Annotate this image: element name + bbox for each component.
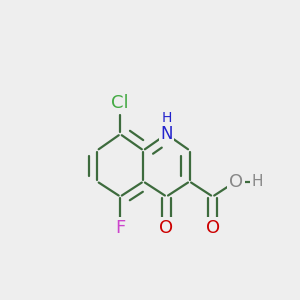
Text: H: H [252,174,263,189]
Text: N: N [160,125,173,143]
Text: H: H [161,111,172,125]
Text: O: O [159,219,173,237]
Text: O: O [229,172,243,190]
Text: F: F [115,219,125,237]
Text: O: O [206,219,220,237]
Text: Cl: Cl [111,94,129,112]
